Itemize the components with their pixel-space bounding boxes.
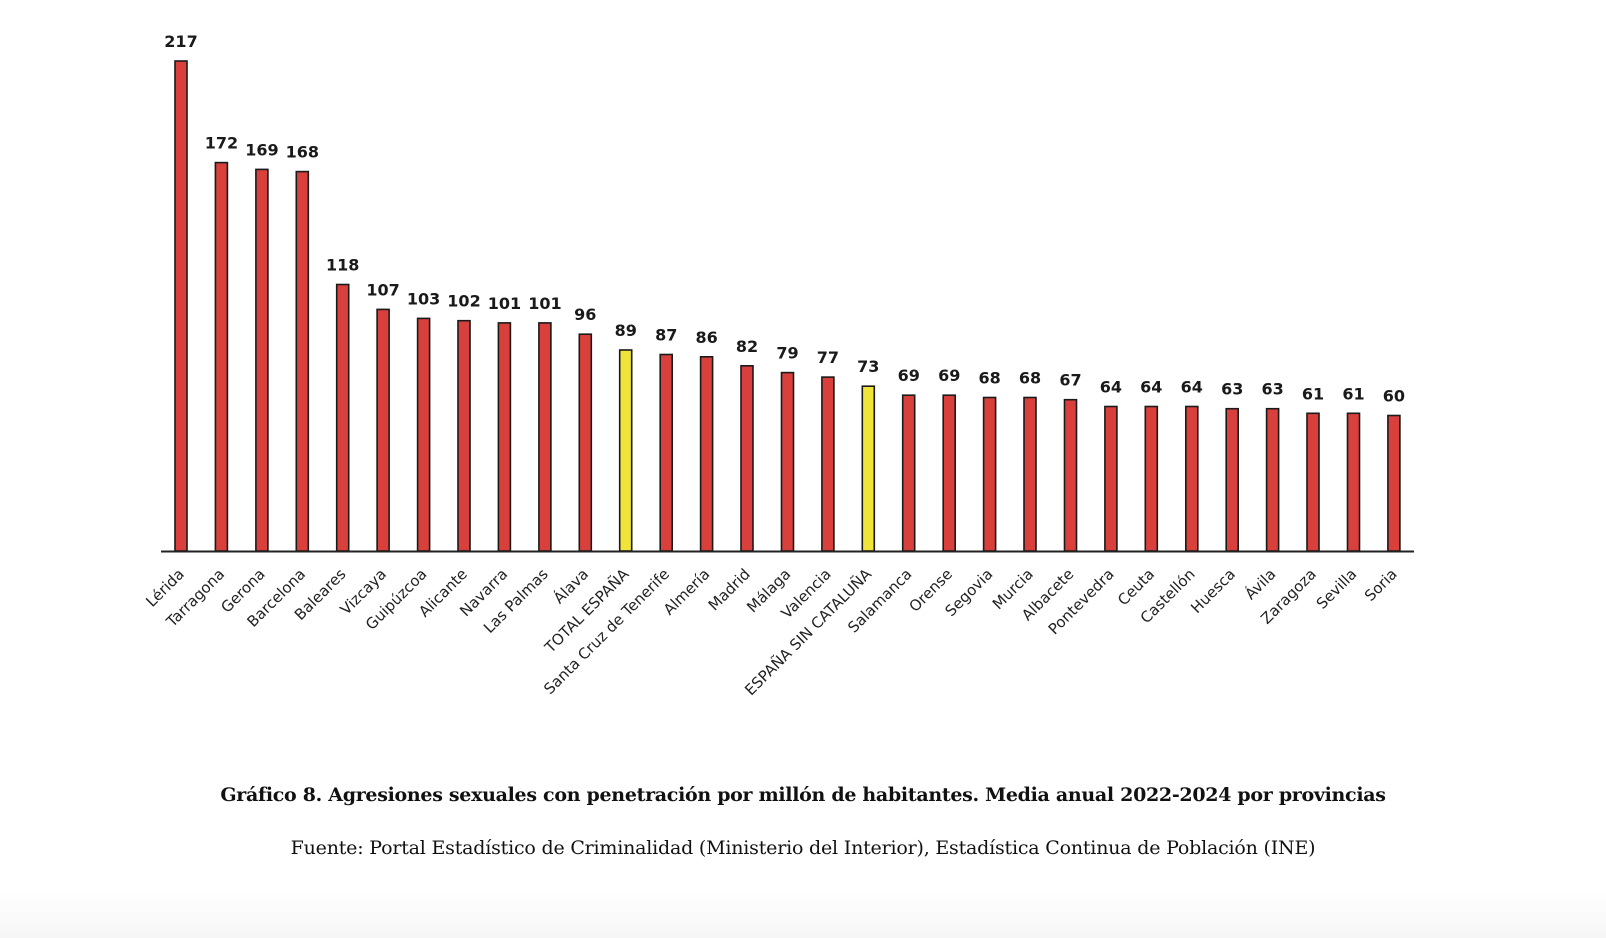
bar-las-palmas: [538, 322, 552, 552]
chart-source: Fuente: Portal Estadístico de Criminalid…: [290, 837, 1316, 859]
value-label-avila: 63: [1261, 380, 1283, 399]
value-label-vizcaya: 107: [366, 280, 399, 299]
value-label-guipuzcoa: 103: [407, 289, 440, 308]
value-label-alicante: 102: [447, 292, 480, 311]
bar-alicante: [457, 319, 471, 552]
bar-tarragona: [214, 161, 229, 552]
bar-malaga: [780, 371, 795, 552]
bar-valencia: [821, 376, 835, 552]
value-label-segovia: 68: [978, 369, 1000, 388]
value-label-lerida: 217: [164, 32, 197, 51]
bar-soria: [1387, 414, 1401, 552]
value-label-murcia: 68: [1019, 369, 1041, 388]
bar-albacete: [1063, 398, 1078, 552]
category-labels-group: LéridaTarragonaGeronaBarcelonaBalearesVi…: [142, 564, 1400, 699]
category-label-huesca: Huesca: [1187, 565, 1239, 617]
value-label-ceuta: 64: [1140, 378, 1162, 397]
value-label-orense: 69: [938, 366, 960, 385]
value-labels-group: 217 172 169 168 118 107 103 102 101 101 96 89 87 86 82…: [164, 32, 1405, 406]
value-label-valencia: 77: [817, 348, 839, 367]
category-label-soria: Soria: [1361, 565, 1401, 605]
bar-pontevedra: [1104, 405, 1118, 552]
value-label-gerona: 169: [245, 140, 278, 159]
value-label-soria: 60: [1383, 387, 1405, 406]
bar-almeria: [699, 355, 714, 552]
value-label-barcelona: 168: [286, 143, 319, 162]
bar-salamanca: [901, 394, 916, 552]
bar-ceuta: [1144, 405, 1159, 552]
bar-madrid: [740, 364, 754, 552]
bar-segovia: [982, 396, 997, 552]
bar-chart: 217 172 169 168 118 107 103 102 101 101 96 89 87 86 82…: [142, 32, 1414, 699]
bar-orense: [942, 394, 957, 552]
value-label-madrid: 82: [736, 337, 758, 356]
bar-zaragoza: [1306, 412, 1320, 552]
value-label-navarra: 101: [488, 294, 521, 313]
value-label-las-palmas: 101: [528, 294, 561, 313]
value-label-salamanca: 69: [898, 366, 920, 385]
bar-huesca: [1225, 407, 1239, 552]
category-label-sevilla: Sevilla: [1313, 565, 1361, 613]
value-label-huesca: 63: [1221, 380, 1243, 399]
value-label-espana-sin-cataluna: 73: [857, 357, 879, 376]
bar-navarra: [497, 322, 512, 552]
bar-avila: [1265, 407, 1280, 552]
bar-alava: [578, 333, 593, 552]
bars-group: [174, 60, 1401, 552]
bar-sevilla: [1346, 412, 1361, 552]
value-label-almeria: 86: [695, 328, 717, 347]
value-label-sevilla: 61: [1342, 384, 1364, 403]
bar-murcia: [1023, 396, 1037, 552]
value-label-zaragoza: 61: [1302, 384, 1324, 403]
value-label-tarragona: 172: [205, 134, 238, 153]
bar-baleares: [335, 283, 350, 552]
value-label-malaga: 79: [776, 344, 798, 363]
bar-barcelona: [295, 170, 310, 552]
value-label-santa-cruz-de-tenerife: 87: [655, 326, 677, 345]
value-label-castellon: 64: [1181, 378, 1203, 397]
bar-santa-cruz-de-tenerife: [659, 353, 674, 552]
value-label-pontevedra: 64: [1100, 378, 1122, 397]
bar-lerida: [174, 60, 188, 552]
bar-gerona: [255, 168, 269, 552]
value-label-total-espana: 89: [615, 321, 637, 340]
chart-title: Gráfico 8. Agresiones sexuales con penet…: [220, 784, 1386, 806]
value-label-baleares: 118: [326, 256, 359, 275]
bar-total-espana: [618, 349, 633, 552]
bar-castellon: [1185, 405, 1199, 552]
bar-espana-sin-cataluna: [861, 385, 876, 552]
value-label-albacete: 67: [1059, 371, 1081, 390]
bar-guipuzcoa: [416, 317, 431, 552]
bar-vizcaya: [376, 308, 390, 552]
value-label-alava: 96: [574, 305, 596, 324]
